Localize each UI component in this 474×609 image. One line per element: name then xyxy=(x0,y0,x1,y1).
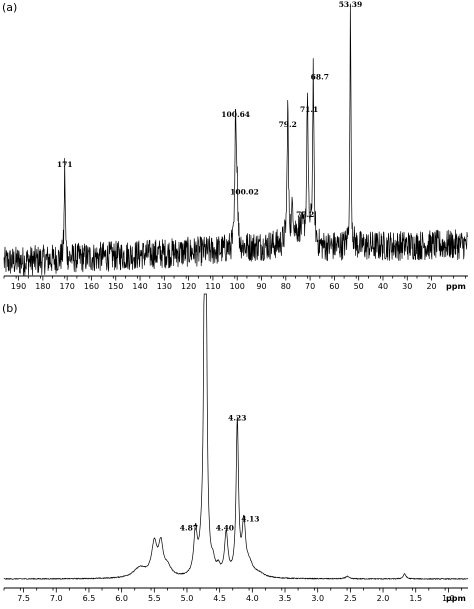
c13-peak-label: 71.1 xyxy=(300,105,318,114)
c13-tick-label: 180 xyxy=(35,282,50,291)
h1-peak-label: 4.23 xyxy=(228,413,246,422)
c13-tick-label: 50 xyxy=(354,282,364,291)
c13-tick-label: 80 xyxy=(281,282,291,291)
c13-tick-label: 190 xyxy=(11,282,26,291)
h1-panel-label: (b) xyxy=(2,302,18,315)
carbon-13-spectrum-panel: (a) 190 180 170 160 150 140 130 120 110 100 90 80 70 6… xyxy=(2,0,469,291)
c13-tick-label: 150 xyxy=(108,282,123,291)
h1-tick-label: 4.5 xyxy=(213,594,226,603)
c13-tick-label: 130 xyxy=(157,282,172,291)
c13-tick-label: 30 xyxy=(402,282,412,291)
h1-tick-label: 2.0 xyxy=(377,594,390,603)
c13-tick-label: 120 xyxy=(181,282,196,291)
h1-peak-label: 4.13 xyxy=(241,515,259,524)
h1-tick-label: 2.5 xyxy=(344,594,357,603)
c13-spectrum-trace xyxy=(3,3,469,277)
h1-peak-label: 4.87 xyxy=(180,523,198,532)
h1-tick-label: 4.0 xyxy=(246,594,259,603)
c13-tick-label: 140 xyxy=(132,282,147,291)
h1-spectrum-trace xyxy=(3,293,469,580)
c13-tick-label: 100 xyxy=(230,282,245,291)
c13-peak-label: 68.7 xyxy=(311,73,329,82)
c13-panel-label: (a) xyxy=(2,1,17,14)
h1-tick-label: 3.0 xyxy=(311,594,324,603)
h1-tick-label: 6.5 xyxy=(83,594,96,603)
c13-tick-label: 60 xyxy=(329,282,339,291)
c13-tick-label: 90 xyxy=(256,282,266,291)
c13-peak-label: 100.64 xyxy=(221,110,250,119)
h1-tick-label: 1.5 xyxy=(409,594,422,603)
c13-tick-label: 170 xyxy=(60,282,75,291)
h1-tick-label: 5.0 xyxy=(181,594,194,603)
c13-tick-label: 160 xyxy=(84,282,99,291)
c13-tick-label: 110 xyxy=(205,282,220,291)
h1-tick-label: 1.0 xyxy=(442,594,455,603)
c13-tick-label: 20 xyxy=(426,282,436,291)
h1-peak-label: 4.40 xyxy=(216,523,234,532)
c13-peak-label: 100.02 xyxy=(230,188,259,197)
h1-tick-label: 3.5 xyxy=(279,594,292,603)
c13-tick-label: 70 xyxy=(305,282,315,291)
h1-tick-label: 6.0 xyxy=(115,594,128,603)
c13-tick-label: 40 xyxy=(378,282,388,291)
proton-spectrum-panel: (b) 7.5 7.0 6.5 6.0 5.5 5.0 4.5 4.0 3.5 3.0 2.5 2.0 1… xyxy=(2,293,469,603)
h1-tick-label: 7.0 xyxy=(50,594,63,603)
c13-peak-label: 171 xyxy=(57,160,73,169)
c13-peak-label: 79.2 xyxy=(279,120,297,129)
h1-tick-label: 7.5 xyxy=(17,594,30,603)
c13-peak-label: 53.39 xyxy=(339,0,363,9)
h1-tick-label: 5.5 xyxy=(148,594,161,603)
c13-peak-label: 77.2 xyxy=(296,210,314,219)
h1-x-axis-unit-label: ppm xyxy=(446,594,466,603)
c13-x-axis-unit-label: ppm xyxy=(446,282,466,291)
